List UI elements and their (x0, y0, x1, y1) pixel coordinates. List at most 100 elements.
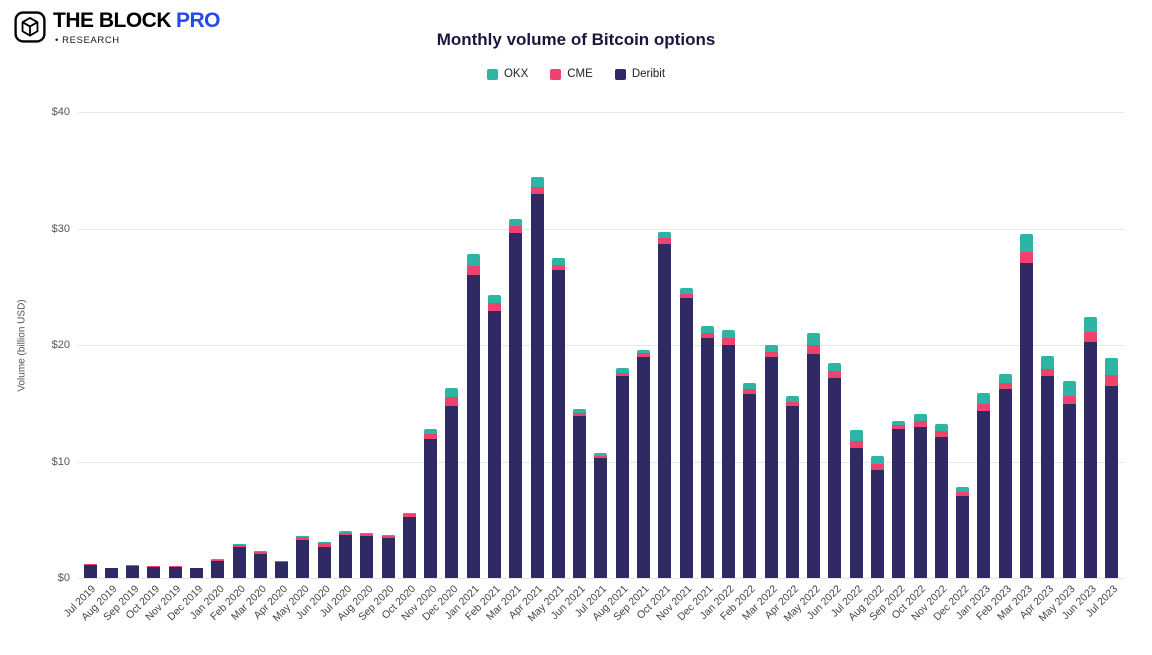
brand-text: THE BLOCK PRO • RESEARCH (53, 9, 221, 46)
bar-segment-cme (445, 397, 459, 406)
bar-segment-deribit (232, 546, 246, 578)
bar-segment-deribit (1083, 341, 1097, 578)
bar-column: Mar 2021 (484, 112, 524, 623)
bar-segment-cme (977, 404, 991, 412)
y-tick-label: $10 (51, 455, 70, 468)
bar-column: Jul 2023 (1084, 112, 1120, 620)
bar-segment-deribit (679, 298, 693, 578)
bar-segment-okx (658, 232, 672, 238)
bar-segment-okx (849, 430, 863, 441)
bar-segment-cme (679, 293, 693, 299)
bar-segment-okx (594, 453, 608, 456)
bar-segment-okx (232, 544, 246, 545)
bar-column: Nov 2019 (143, 112, 184, 623)
plot-area: Jul 2019 Aug 2019 Sep 2019 Oct 2019 Nov 2019… (62, 112, 1124, 624)
bar-segment-okx (956, 487, 970, 492)
stacked-bar (594, 453, 608, 578)
stacked-bar (275, 560, 289, 578)
bar-segment-deribit (828, 377, 842, 578)
bar-column: May 2021 (526, 112, 567, 624)
bar-segment-deribit (402, 517, 416, 578)
bar-segment-cme (466, 265, 480, 276)
bar-column: May 2020 (270, 112, 311, 624)
bar-segment-cme (722, 338, 736, 345)
bar-column: Jul 2019 (62, 112, 99, 620)
bar-segment-deribit (1041, 376, 1055, 578)
stacked-bar (530, 177, 544, 578)
stacked-bar (743, 383, 757, 578)
bar-segment-okx (1020, 234, 1034, 252)
legend-swatch-cme (550, 68, 562, 80)
legend-item-cme: CME (550, 68, 593, 80)
bar-segment-deribit (360, 536, 374, 578)
bar-segment-okx (679, 287, 693, 294)
bars: Jul 2019 Aug 2019 Sep 2019 Oct 2019 Nov 2019… (62, 112, 1124, 624)
bar-segment-cme (317, 543, 331, 547)
bar-segment-deribit (253, 554, 267, 578)
legend-item-okx: OKX (486, 68, 528, 80)
bar-segment-deribit (807, 354, 821, 578)
bar-segment-deribit (509, 233, 523, 578)
bar-segment-cme (509, 226, 523, 234)
bar-segment-deribit (104, 568, 118, 578)
bar-segment-deribit (445, 405, 459, 578)
stacked-bar (551, 257, 565, 578)
bar-segment-okx (317, 541, 331, 544)
bar-column: Feb 2021 (463, 112, 503, 623)
bar-segment-cme (573, 412, 587, 417)
bar-segment-okx (764, 345, 778, 352)
bar-segment-deribit (1105, 385, 1119, 578)
bar-segment-deribit (892, 428, 906, 578)
stacked-bar (679, 287, 693, 578)
bar-column: Jul 2020 (317, 112, 354, 620)
bar-segment-cme (190, 567, 204, 569)
bar-segment-deribit (871, 469, 885, 578)
stacked-bar (253, 551, 267, 578)
bar-segment-okx (509, 219, 523, 227)
bar-segment-cme (211, 559, 225, 562)
bar-segment-okx (296, 536, 310, 538)
stacked-bar (828, 362, 842, 578)
bar-segment-deribit (147, 566, 161, 578)
bar-segment-okx (487, 294, 501, 304)
bar-segment-cme (636, 353, 650, 357)
bar-segment-deribit (381, 538, 395, 578)
bar-segment-okx (1062, 381, 1076, 397)
bar-segment-cme (551, 264, 565, 271)
bar-segment-okx (253, 551, 267, 553)
bar-segment-cme (360, 533, 374, 537)
stacked-bar (573, 409, 587, 578)
gridline (78, 345, 1124, 346)
bar-segment-cme (83, 564, 97, 566)
bar-segment-cme (1105, 375, 1119, 386)
bar-column: May 2023 (1036, 112, 1078, 624)
stacked-bar (934, 424, 948, 578)
bar-column: Oct 2020 (379, 112, 418, 622)
bar-column: Feb 2023 (974, 112, 1014, 623)
block-cube-icon (14, 11, 46, 48)
bar-segment-okx (381, 534, 395, 537)
legend-label-cme: CME (567, 68, 593, 80)
bar-column: Feb 2020 (208, 112, 248, 623)
bar-column: Sep 2020 (356, 112, 397, 623)
stacked-bar (700, 326, 714, 578)
legend-item-deribit: Deribit (614, 68, 665, 80)
bar-segment-cme (913, 420, 927, 427)
bar-segment-cme (743, 389, 757, 394)
bar-column: Jun 2022 (804, 112, 843, 622)
bar-segment-deribit (168, 566, 182, 578)
bar-segment-cme (956, 491, 970, 497)
bar-segment-okx (977, 392, 991, 405)
bar-segment-cme (487, 303, 501, 312)
bar-segment-cme (1020, 251, 1034, 264)
bar-column: Oct 2019 (124, 112, 162, 622)
bar-segment-cme (871, 463, 885, 470)
bar-segment-deribit (998, 389, 1012, 578)
bar-segment-deribit (615, 376, 629, 578)
bar-segment-cme (530, 186, 544, 194)
bar-segment-cme (253, 552, 267, 555)
bar-segment-deribit (658, 243, 672, 578)
bar-segment-okx (700, 326, 714, 334)
bar-segment-okx (892, 420, 906, 426)
y-axis: $0 $10 $20 $30 $40 (36, 106, 70, 584)
